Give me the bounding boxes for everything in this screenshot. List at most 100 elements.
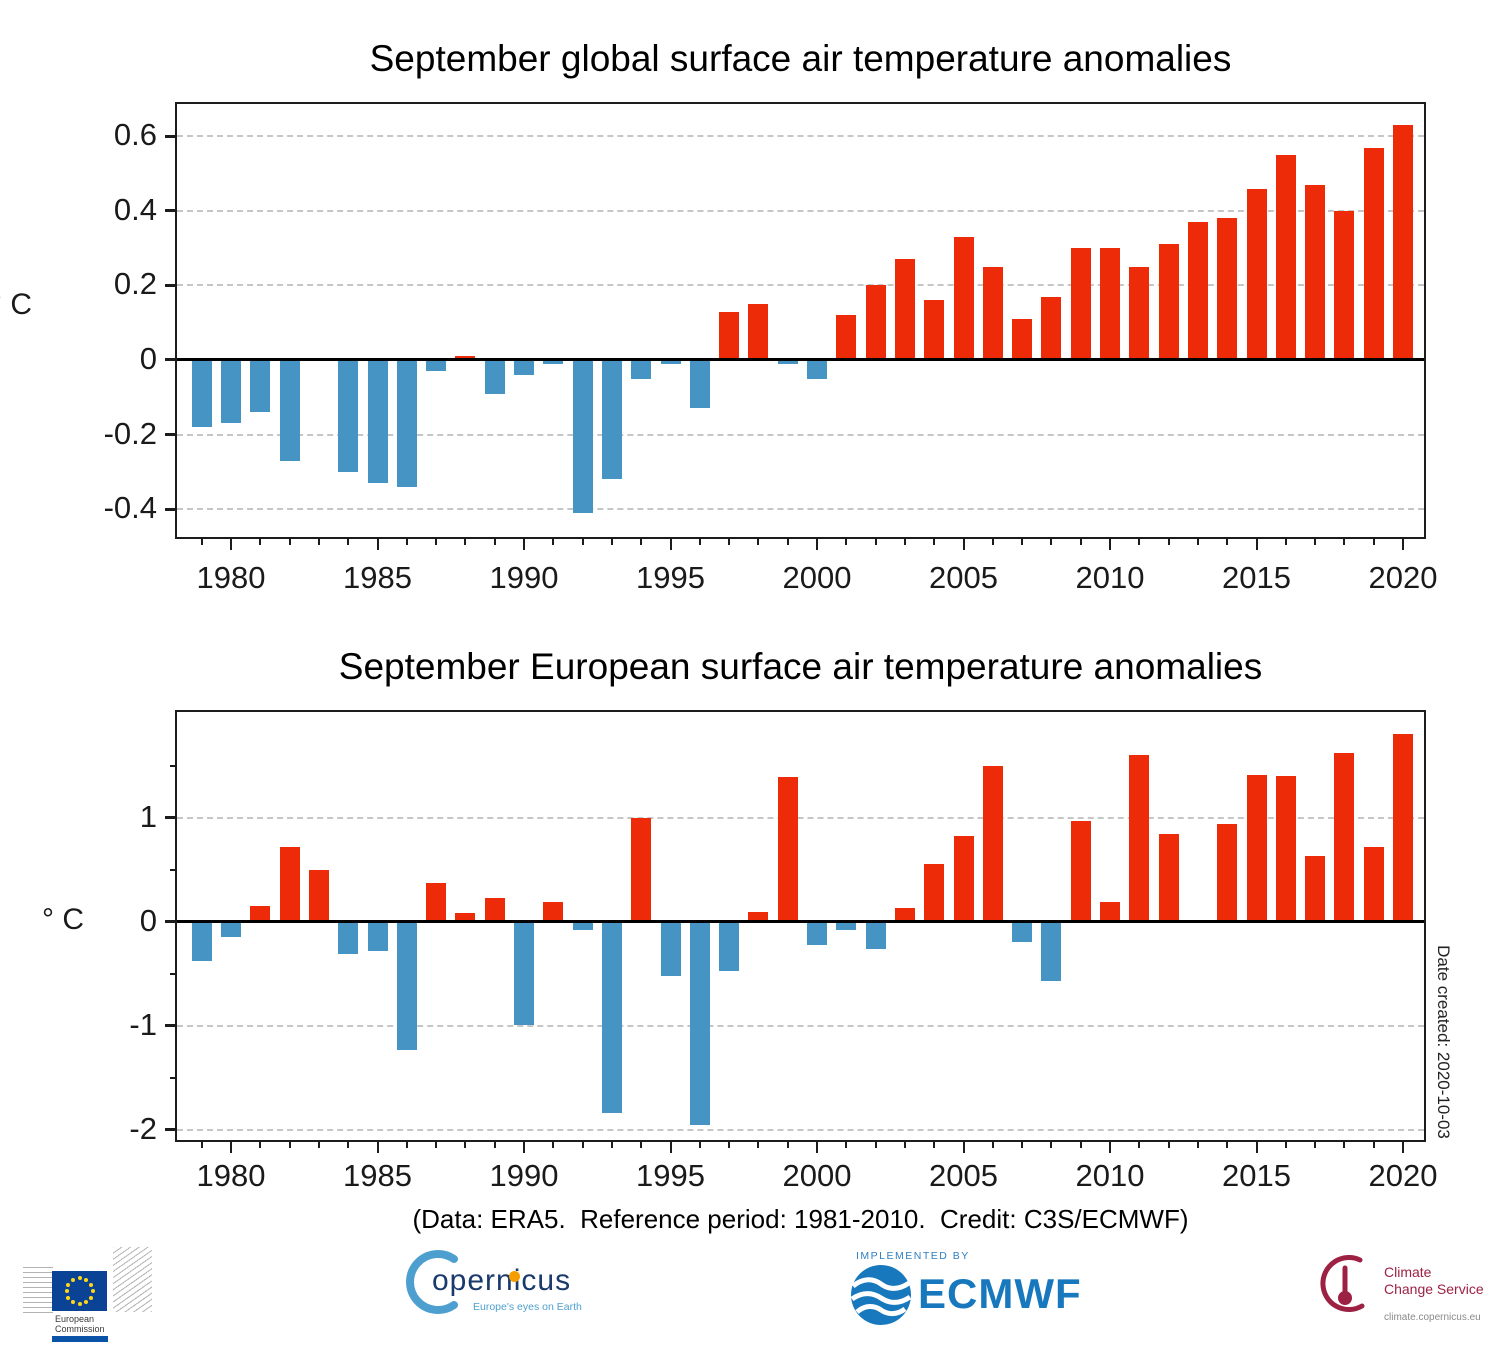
y-tick-label-0.2: 0.2: [113, 266, 157, 302]
x-minor-tick-2008: [1050, 1140, 1053, 1148]
bar-1999: [777, 359, 798, 364]
bar-1993: [601, 359, 622, 480]
x-tick-2005: [962, 1140, 965, 1153]
x-tick-1995: [669, 537, 672, 550]
x-minor-tick-1997: [728, 537, 731, 545]
x-minor-tick-2016: [1284, 537, 1287, 545]
x-tick-label-2000: 2000: [782, 560, 852, 595]
bar-2018: [1334, 753, 1355, 922]
eu-star-icon: [66, 1282, 71, 1287]
date-created-note: Date created: 2020-10-03: [1434, 945, 1453, 1139]
x-tick-label-2020: 2020: [1368, 1158, 1438, 1193]
x-tick-2020: [1402, 1140, 1404, 1153]
x-minor-tick-1997: [728, 1140, 731, 1148]
bar-1996: [689, 359, 710, 409]
x-minor-tick-1982: [288, 537, 291, 545]
bar-1988: [455, 356, 476, 360]
x-minor-tick-1996: [698, 1140, 701, 1148]
bar-2005: [953, 237, 974, 360]
y-tick-label--0.4: -0.4: [103, 490, 157, 526]
x-minor-tick-1999: [786, 537, 789, 545]
copernicus-wordmark: opernicus: [432, 1264, 572, 1297]
building-sketch-icon: [113, 1247, 152, 1312]
bar-2012: [1158, 244, 1179, 360]
x-tick-1985: [376, 1140, 379, 1153]
bar-1986: [396, 921, 417, 1050]
x-minor-tick-1986: [405, 1140, 408, 1148]
bar-2020: [1393, 734, 1413, 922]
building-sketch-icon: [23, 1265, 53, 1313]
y-tick-0: [165, 358, 177, 362]
bar-2016: [1275, 155, 1296, 360]
bar-1982: [279, 359, 300, 461]
x-minor-tick-2012: [1167, 1140, 1170, 1148]
y-tick-label-1: 1: [139, 798, 157, 834]
data-source-caption: (Data: ERA5. Reference period: 1981-2010…: [412, 1204, 1189, 1234]
bar-2007: [1012, 319, 1033, 360]
x-tick-label-1995: 1995: [636, 560, 705, 595]
bar-1980: [221, 921, 241, 938]
x-minor-tick-1982: [288, 1140, 291, 1148]
x-minor-tick-2002: [874, 1140, 877, 1148]
bar-2019: [1363, 846, 1384, 922]
bar-1980: [221, 359, 241, 424]
bar-2014: [1217, 218, 1238, 360]
x-minor-tick-2007: [1021, 1140, 1024, 1148]
x-tick-1980: [230, 1140, 232, 1153]
bar-2002: [865, 285, 886, 360]
bar-2010: [1100, 901, 1120, 922]
y-tick-label-0.6: 0.6: [113, 117, 157, 153]
copernicus-subtext: Europe's eyes on Earth: [473, 1301, 582, 1313]
x-tick-label-1990: 1990: [489, 1158, 559, 1193]
y-tick-label-0: 0: [139, 902, 157, 938]
y-tick--0.4: [165, 507, 177, 511]
bar-2001: [836, 315, 857, 360]
eu-star-icon: [66, 1295, 71, 1300]
x-tick-2020: [1402, 537, 1404, 550]
x-tick-label-1985: 1985: [343, 560, 412, 595]
eu-star-icon: [88, 1282, 93, 1287]
bar-1979: [191, 359, 212, 428]
bar-2015: [1246, 774, 1267, 922]
x-tick-1985: [376, 537, 379, 550]
bar-1990: [514, 359, 534, 375]
x-tick-2000: [816, 1140, 818, 1153]
x-minor-tick-1991: [552, 1140, 555, 1148]
gridline-1: [177, 816, 1424, 819]
bar-1986: [396, 359, 417, 487]
x-minor-tick-2013: [1196, 537, 1199, 545]
eu-star-icon: [64, 1289, 69, 1293]
bar-1991: [543, 901, 564, 922]
copernicus-c-arc-icon: [406, 1250, 458, 1314]
x-tick-2010: [1109, 1140, 1111, 1153]
x-minor-tick-2019: [1372, 1140, 1375, 1148]
x-minor-tick-1979: [200, 537, 203, 545]
y-minor-tick--0.5: [170, 972, 177, 975]
gridline-0.4: [177, 209, 1424, 212]
eu-star-icon: [90, 1289, 95, 1293]
x-minor-tick-1998: [757, 1140, 760, 1148]
y-tick-label--1: -1: [129, 1006, 157, 1042]
bar-1991: [543, 359, 564, 364]
x-minor-tick-1981: [259, 537, 262, 545]
european-y-axis-unit: ° C: [42, 903, 84, 936]
ecmwf-wordmark: ECMWF: [918, 1270, 1082, 1317]
eu-star-icon: [77, 1276, 82, 1280]
bar-2002: [865, 921, 886, 949]
bar-2006: [982, 765, 1003, 922]
bar-2000: [807, 921, 827, 945]
x-minor-tick-2004: [933, 1140, 936, 1148]
y-tick--2: [165, 1128, 177, 1132]
bar-1999: [777, 776, 798, 922]
bar-1984: [338, 921, 359, 954]
y-minor-tick-1.5: [170, 764, 177, 767]
gridline-0.2: [177, 284, 1424, 287]
x-tick-2000: [816, 537, 818, 550]
x-minor-tick-2009: [1079, 537, 1082, 545]
x-tick-label-1990: 1990: [489, 560, 559, 595]
x-tick-2015: [1255, 1140, 1258, 1153]
x-tick-label-1980: 1980: [196, 560, 266, 595]
eu-star-icon: [77, 1302, 82, 1306]
x-minor-tick-1986: [405, 537, 408, 545]
